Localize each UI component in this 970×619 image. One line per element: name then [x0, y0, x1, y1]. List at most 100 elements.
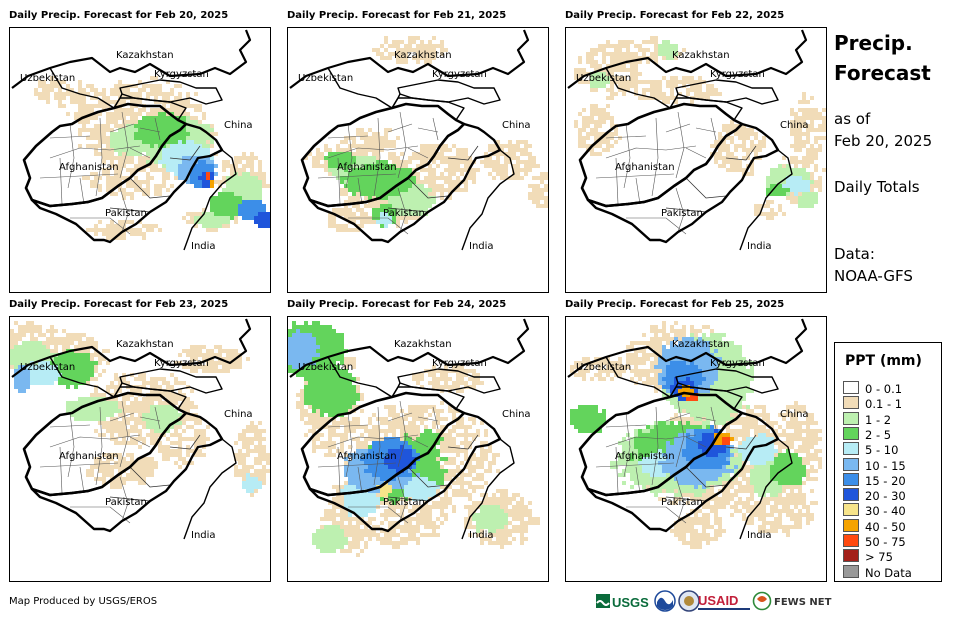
province-boundary	[710, 117, 717, 141]
precip-grid	[10, 321, 270, 497]
legend-label: 2 - 5	[865, 427, 892, 442]
precip-map[interactable]: Kazakhstan Uzbekistan Kyrgyzstan China Afgha…	[287, 27, 549, 293]
panel-title: Daily Precip. Forecast for Feb 20, 2025	[9, 10, 229, 21]
province-boundary	[651, 117, 659, 197]
province-boundary	[169, 434, 201, 450]
province-boundary	[95, 117, 103, 197]
legend-label: 50 - 75	[865, 535, 906, 549]
province-boundary	[725, 145, 757, 161]
province-boundary	[129, 466, 171, 488]
fewsnet-text: FEWS NET	[774, 597, 832, 608]
province-boundary	[129, 436, 151, 448]
province-boundary	[407, 147, 429, 159]
province-boundary	[417, 416, 439, 422]
precip-grid	[288, 321, 540, 557]
province-boundary	[345, 412, 353, 478]
province-boundary	[675, 111, 685, 179]
province-boundary	[397, 111, 407, 179]
panel-title: Daily Precip. Forecast for Feb 21, 2025	[287, 10, 507, 21]
map-label-kyrgyzstan: Kyrgyzstan	[154, 358, 209, 369]
map-label-india: India	[191, 530, 216, 541]
precip-grid	[570, 321, 822, 549]
map-canvas	[289, 29, 548, 251]
province-boundary	[109, 412, 135, 422]
legend-label: 30 - 40	[865, 504, 906, 519]
legend-label: 20 - 30	[865, 489, 906, 504]
province-boundary	[154, 406, 161, 430]
precip-map[interactable]: Kazakhstan Uzbekistan Kyrgyzstan China Afgha…	[9, 27, 271, 293]
precip-map[interactable]: Kazakhstan Uzbekistan Kyrgyzstan China Afgha…	[565, 316, 827, 582]
province-boundary	[685, 466, 727, 488]
uzbekistan-border	[605, 67, 679, 109]
province-boundary	[695, 127, 717, 133]
legend-item: 40 - 50	[843, 518, 906, 534]
province-boundary	[417, 127, 439, 133]
province-boundary	[387, 123, 413, 133]
precip-map[interactable]: Kazakhstan Uzbekistan Kyrgyzstan China Afgha…	[9, 316, 271, 582]
map-panel-feb21: Daily Precip. Forecast for Feb 21, 2025 …	[287, 10, 557, 300]
map-label-afghanistan: Afghanistan	[615, 451, 675, 462]
province-boundary	[432, 406, 439, 430]
as-of-text: as of Feb 20, 2025	[834, 108, 932, 152]
map-label-uzbekistan: Uzbekistan	[20, 362, 76, 373]
map-label-uzbekistan: Uzbekistan	[298, 73, 354, 84]
map-label-pakistan: Pakistan	[383, 497, 425, 508]
province-boundary	[49, 135, 91, 139]
data-source-name: NOAA-GFS	[834, 267, 913, 285]
india-border	[739, 139, 793, 251]
district-boundary	[675, 476, 685, 522]
legend-swatch	[843, 396, 859, 410]
usgs-text: USGS	[612, 595, 649, 610]
map-label-pakistan: Pakistan	[661, 497, 703, 508]
map-label-china: China	[224, 409, 253, 420]
map-label-china: China	[502, 409, 531, 420]
province-boundary	[595, 173, 675, 179]
map-label-kazakhstan: Kazakhstan	[672, 50, 730, 61]
province-boundary	[665, 496, 707, 502]
daily-totals-text: Daily Totals	[834, 178, 920, 196]
province-boundary	[139, 416, 161, 422]
map-label-china: China	[780, 120, 809, 131]
province-boundary	[327, 135, 369, 139]
province-boundary	[39, 462, 119, 468]
province-boundary	[109, 496, 151, 502]
map-label-afghanistan: Afghanistan	[337, 162, 397, 173]
province-boundary	[59, 157, 63, 205]
map-label-kazakhstan: Kazakhstan	[394, 339, 452, 350]
province-boundary	[635, 177, 641, 205]
map-label-china: China	[502, 120, 531, 131]
legend-label: 1 - 2	[865, 412, 892, 427]
province-boundary	[49, 145, 141, 159]
kazakhstan-border	[567, 29, 808, 89]
legend-swatch	[843, 549, 859, 563]
legend-label: 40 - 50	[865, 519, 906, 534]
kazakhstan-border	[11, 318, 252, 378]
precip-map[interactable]: Kazakhstan Uzbekistan Kyrgyzstan China Afgha…	[287, 316, 549, 582]
legend-item: 0.1 - 1	[843, 396, 902, 411]
map-label-kyrgyzstan: Kyrgyzstan	[432, 69, 487, 80]
legend-swatch	[843, 564, 859, 578]
credit-text: Map Produced by USGS/EROS	[9, 596, 158, 607]
province-boundary	[387, 412, 413, 422]
legend-item: 0 - 0.1	[843, 381, 902, 396]
precip-map[interactable]: Kazakhstan Uzbekistan Kyrgyzstan China Afgha…	[565, 27, 827, 293]
legend-swatch	[843, 442, 859, 456]
map-label-india: India	[747, 241, 772, 252]
panel-title: Daily Precip. Forecast for Feb 23, 2025	[9, 299, 229, 310]
legend-item: 1 - 2	[843, 411, 892, 427]
afghanistan-border	[22, 102, 188, 208]
legend-swatch	[843, 518, 859, 532]
legend-item: 30 - 40	[843, 503, 906, 519]
map-label-pakistan: Pakistan	[383, 208, 425, 219]
panel-title: Daily Precip. Forecast for Feb 22, 2025	[565, 10, 785, 21]
province-boundary	[635, 466, 641, 494]
province-boundary	[129, 147, 151, 159]
kyrgyzstan-border	[397, 79, 501, 105]
data-source-label: Data:	[834, 245, 875, 263]
province-boundary	[345, 123, 353, 189]
legend-item: 15 - 20	[843, 472, 906, 488]
india-border	[461, 139, 515, 251]
district-boundary	[397, 187, 407, 233]
map-label-uzbekistan: Uzbekistan	[576, 73, 632, 84]
